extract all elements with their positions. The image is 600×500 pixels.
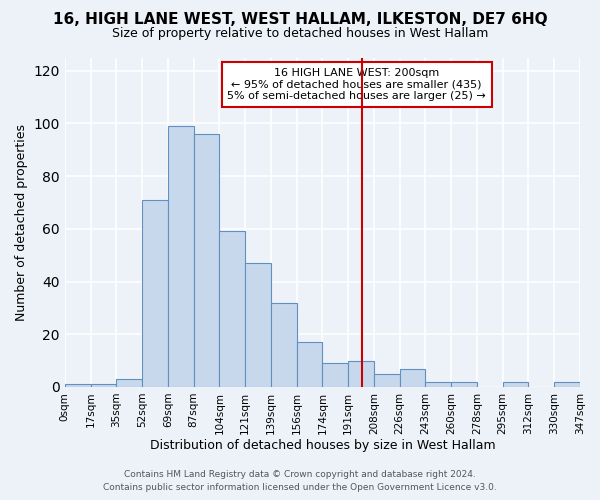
- Bar: [116, 379, 142, 387]
- Bar: [322, 363, 348, 387]
- Bar: [168, 126, 194, 387]
- Text: Contains HM Land Registry data © Crown copyright and database right 2024.
Contai: Contains HM Land Registry data © Crown c…: [103, 470, 497, 492]
- X-axis label: Distribution of detached houses by size in West Hallam: Distribution of detached houses by size …: [149, 440, 495, 452]
- Bar: [400, 368, 425, 387]
- Text: 16 HIGH LANE WEST: 200sqm
← 95% of detached houses are smaller (435)
5% of semi-: 16 HIGH LANE WEST: 200sqm ← 95% of detac…: [227, 68, 486, 101]
- Bar: [554, 382, 580, 387]
- Bar: [425, 382, 451, 387]
- Bar: [91, 384, 116, 387]
- Bar: [348, 360, 374, 387]
- Bar: [245, 263, 271, 387]
- Bar: [194, 134, 220, 387]
- Bar: [296, 342, 322, 387]
- Bar: [451, 382, 477, 387]
- Bar: [374, 374, 400, 387]
- Text: 16, HIGH LANE WEST, WEST HALLAM, ILKESTON, DE7 6HQ: 16, HIGH LANE WEST, WEST HALLAM, ILKESTO…: [53, 12, 547, 28]
- Text: Size of property relative to detached houses in West Hallam: Size of property relative to detached ho…: [112, 28, 488, 40]
- Bar: [271, 302, 296, 387]
- Bar: [220, 232, 245, 387]
- Y-axis label: Number of detached properties: Number of detached properties: [15, 124, 28, 320]
- Bar: [142, 200, 168, 387]
- Bar: [503, 382, 529, 387]
- Bar: [65, 384, 91, 387]
